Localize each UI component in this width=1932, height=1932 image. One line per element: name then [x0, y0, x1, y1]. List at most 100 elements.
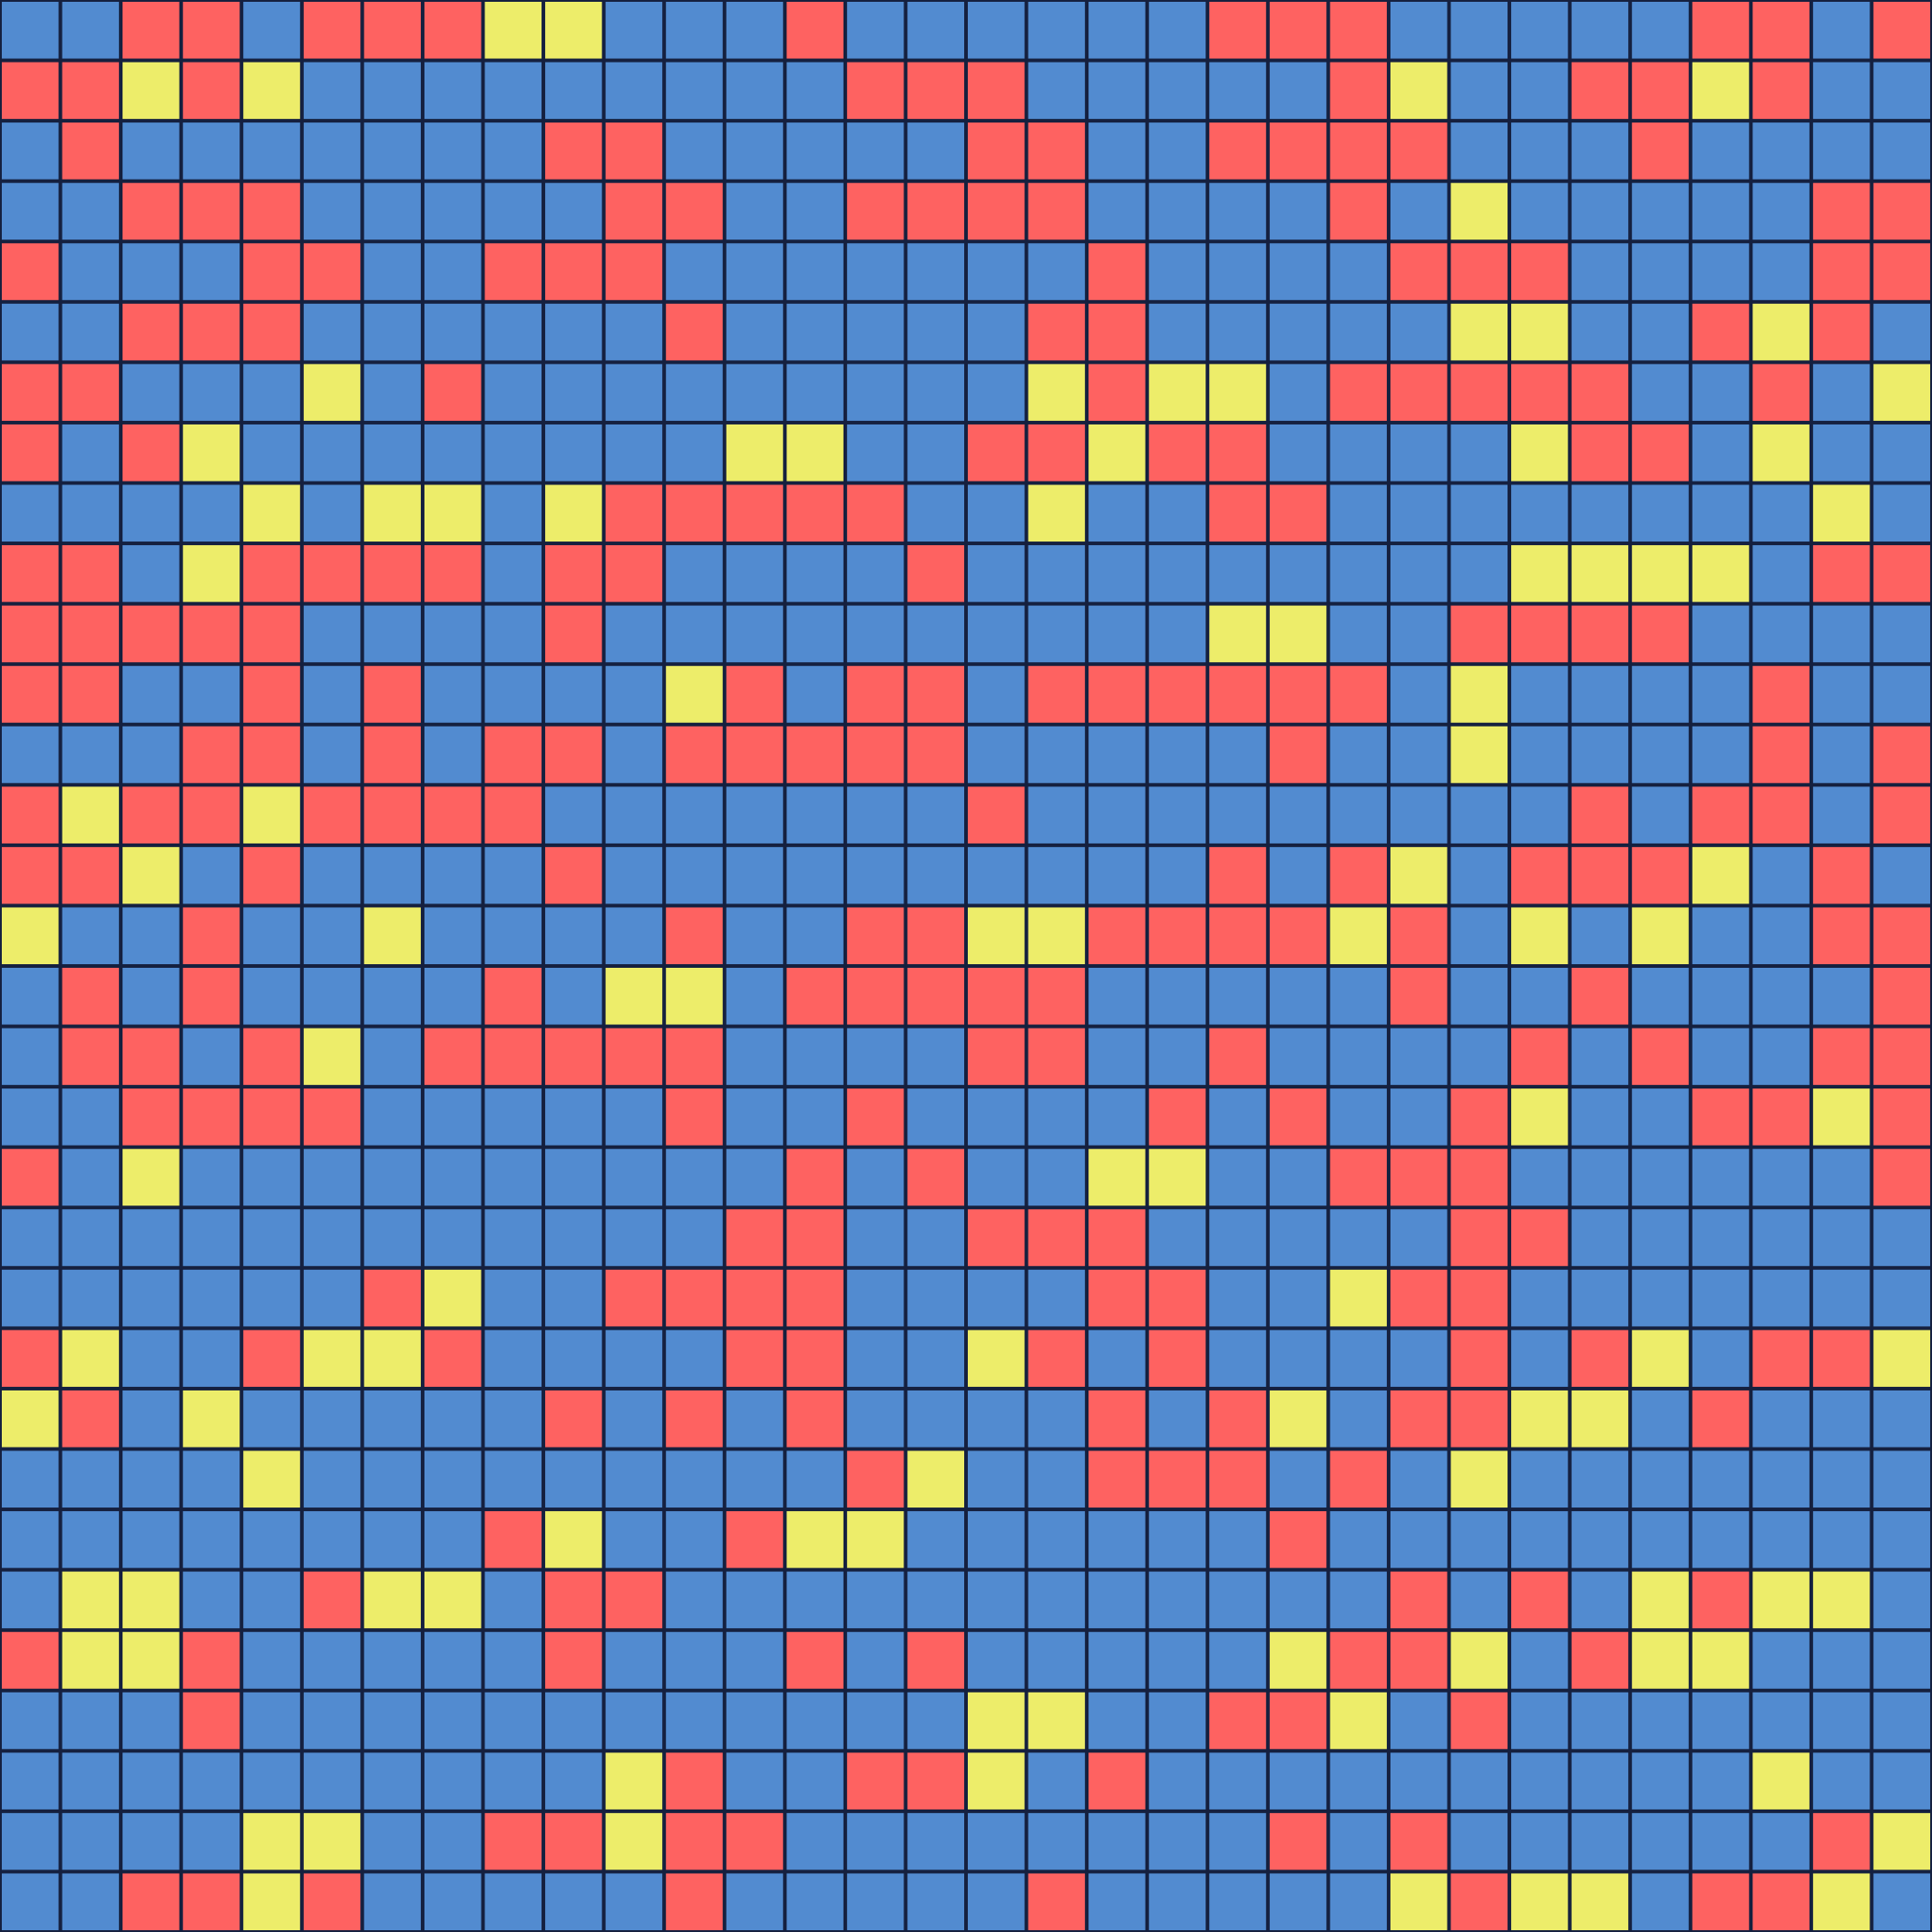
cell[interactable]	[1571, 182, 1629, 240]
cell[interactable]	[846, 424, 904, 482]
cell[interactable]	[1209, 484, 1266, 542]
cell[interactable]	[1450, 605, 1508, 663]
cell[interactable]	[62, 364, 120, 421]
cell[interactable]	[1330, 907, 1387, 964]
cell[interactable]	[1571, 1812, 1629, 1870]
cell[interactable]	[1269, 1752, 1327, 1810]
cell[interactable]	[182, 243, 240, 300]
cell[interactable]	[484, 1632, 542, 1689]
cell[interactable]	[484, 1390, 542, 1448]
cell[interactable]	[303, 666, 361, 723]
cell[interactable]	[605, 968, 663, 1025]
cell[interactable]	[968, 1511, 1025, 1568]
cell[interactable]	[545, 364, 602, 421]
cell[interactable]	[303, 1571, 361, 1629]
cell[interactable]	[62, 2, 120, 59]
cell[interactable]	[1812, 605, 1870, 663]
cell[interactable]	[182, 1148, 240, 1206]
cell[interactable]	[303, 1873, 361, 1930]
cell[interactable]	[1450, 1511, 1508, 1568]
cell[interactable]	[907, 122, 964, 180]
cell[interactable]	[484, 1088, 542, 1146]
cell[interactable]	[424, 1269, 482, 1327]
cell[interactable]	[1812, 1390, 1870, 1448]
cell[interactable]	[1450, 545, 1508, 602]
cell[interactable]	[182, 1692, 240, 1750]
cell[interactable]	[303, 726, 361, 784]
cell[interactable]	[1511, 1511, 1568, 1568]
cell[interactable]	[1269, 1511, 1327, 1568]
cell[interactable]	[122, 1450, 180, 1508]
cell[interactable]	[364, 62, 421, 120]
cell[interactable]	[62, 1269, 120, 1327]
cell[interactable]	[243, 1390, 300, 1448]
cell[interactable]	[666, 1571, 723, 1629]
cell[interactable]	[1209, 726, 1266, 784]
cell[interactable]	[1873, 424, 1930, 482]
cell[interactable]	[1812, 846, 1870, 904]
cell[interactable]	[786, 243, 844, 300]
cell[interactable]	[62, 1812, 120, 1870]
cell[interactable]	[1632, 1632, 1689, 1689]
cell[interactable]	[303, 1390, 361, 1448]
cell[interactable]	[1511, 907, 1568, 964]
cell[interactable]	[907, 968, 964, 1025]
cell[interactable]	[364, 1571, 421, 1629]
cell[interactable]	[1511, 1752, 1568, 1810]
cell[interactable]	[424, 968, 482, 1025]
cell[interactable]	[1632, 1752, 1689, 1810]
cell[interactable]	[1632, 1330, 1689, 1387]
cell[interactable]	[1873, 786, 1930, 844]
cell[interactable]	[1450, 1632, 1508, 1689]
cell[interactable]	[484, 1873, 542, 1930]
cell[interactable]	[1390, 484, 1448, 542]
cell[interactable]	[424, 1873, 482, 1930]
cell[interactable]	[182, 666, 240, 723]
cell[interactable]	[243, 2, 300, 59]
cell[interactable]	[1028, 1330, 1086, 1387]
cell[interactable]	[786, 1330, 844, 1387]
cell[interactable]	[1752, 1269, 1810, 1327]
cell[interactable]	[1390, 666, 1448, 723]
cell[interactable]	[1450, 122, 1508, 180]
cell[interactable]	[1752, 1752, 1810, 1810]
cell[interactable]	[1692, 243, 1750, 300]
cell[interactable]	[424, 2, 482, 59]
cell[interactable]	[1873, 2, 1930, 59]
cell[interactable]	[1752, 1511, 1810, 1568]
cell[interactable]	[1209, 1632, 1266, 1689]
cell[interactable]	[666, 1752, 723, 1810]
cell[interactable]	[1148, 846, 1206, 904]
cell[interactable]	[968, 122, 1025, 180]
cell[interactable]	[1088, 1028, 1146, 1086]
cell[interactable]	[726, 1330, 784, 1387]
cell[interactable]	[364, 1209, 421, 1266]
cell[interactable]	[1209, 2, 1266, 59]
cell[interactable]	[1752, 545, 1810, 602]
cell[interactable]	[1571, 484, 1629, 542]
cell[interactable]	[907, 484, 964, 542]
cell[interactable]	[907, 605, 964, 663]
cell[interactable]	[786, 424, 844, 482]
cell[interactable]	[364, 2, 421, 59]
cell[interactable]	[1390, 1873, 1448, 1930]
cell[interactable]	[303, 1511, 361, 1568]
cell[interactable]	[1812, 243, 1870, 300]
cell[interactable]	[1571, 243, 1629, 300]
cell[interactable]	[605, 1088, 663, 1146]
cell[interactable]	[1812, 122, 1870, 180]
cell[interactable]	[303, 303, 361, 361]
cell[interactable]	[666, 2, 723, 59]
cell[interactable]	[545, 1632, 602, 1689]
cell[interactable]	[1269, 786, 1327, 844]
cell[interactable]	[786, 1209, 844, 1266]
cell[interactable]	[907, 1632, 964, 1689]
cell[interactable]	[62, 545, 120, 602]
cell[interactable]	[122, 1390, 180, 1448]
cell[interactable]	[1632, 303, 1689, 361]
cell[interactable]	[726, 1571, 784, 1629]
cell[interactable]	[2, 364, 59, 421]
cell[interactable]	[605, 424, 663, 482]
cell[interactable]	[182, 62, 240, 120]
cell[interactable]	[846, 1511, 904, 1568]
